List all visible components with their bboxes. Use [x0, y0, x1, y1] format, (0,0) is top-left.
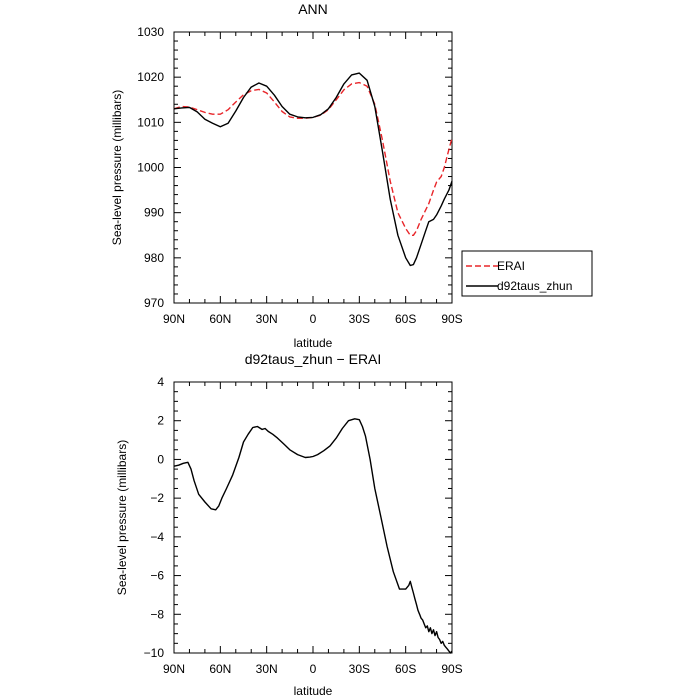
bottom-x-tick-label: 30S	[349, 662, 370, 676]
bottom-plot-frame	[173, 381, 453, 654]
bottom-series-line-difference	[173, 418, 453, 654]
bottom-x-tick-label: 90N	[163, 662, 185, 676]
top-y-tick-label: 1010	[137, 115, 164, 129]
top-y-axis-label: Sea-level pressure (millibars)	[110, 90, 124, 245]
top-series-line-d92taus-zhun	[173, 72, 453, 267]
bottom-y-tick-label: −6	[150, 569, 164, 583]
top-x-tick-label: 90S	[441, 312, 462, 326]
legend-label-d92taus-zhun: d92taus_zhun	[497, 279, 572, 293]
bottom-y-tick-label: 4	[157, 375, 164, 389]
top-x-tick-label: 0	[310, 312, 317, 326]
bottom-y-tick-label: −10	[144, 646, 165, 660]
bottom-axis-ticks: 90N 60N 30N 0 30S 60S 90S −10 −8 −6 −4 −2 0 2 4	[144, 375, 463, 676]
top-x-tick-label: 60N	[209, 312, 231, 326]
top-chart-title: ANN	[298, 1, 328, 17]
bottom-y-tick-label: −8	[150, 607, 164, 621]
top-y-tick-label: 1030	[137, 25, 164, 39]
bottom-panel-chart: d92taus_zhun − ERAI Sea-level pressure (…	[115, 351, 463, 698]
top-axis-ticks: 90N 60N 30N 0 30S 60S 90S 970 980 990 1000 1010 1020…	[137, 25, 462, 326]
legend-box	[461, 250, 593, 297]
top-panel-chart: ANN Sea-level pressure (millibars) latit…	[110, 1, 593, 350]
top-series-lines	[173, 72, 453, 267]
top-x-tick-label: 90N	[163, 312, 185, 326]
top-x-tick-label: 60S	[395, 312, 416, 326]
legend: ERAI d92taus_zhun	[461, 250, 593, 297]
bottom-x-tick-label: 30N	[256, 662, 278, 676]
legend-label-erai: ERAI	[497, 259, 525, 273]
top-x-axis-label: latitude	[294, 336, 333, 350]
bottom-x-axis-label: latitude	[294, 684, 333, 698]
bottom-chart-title: d92taus_zhun − ERAI	[245, 351, 382, 367]
bottom-x-tick-label: 0	[310, 662, 317, 676]
bottom-x-tick-label: 60S	[395, 662, 416, 676]
bottom-x-tick-label: 60N	[209, 662, 231, 676]
top-series-line-erai	[173, 81, 453, 237]
top-y-tick-label: 1000	[137, 161, 164, 175]
top-y-tick-label: 990	[144, 206, 164, 220]
top-x-tick-label: 30N	[256, 312, 278, 326]
top-y-tick-label: 1020	[137, 70, 164, 84]
bottom-y-tick-label: −2	[150, 491, 164, 505]
top-plot-frame	[173, 31, 453, 304]
top-x-tick-label: 30S	[349, 312, 370, 326]
top-y-tick-label: 970	[144, 296, 164, 310]
bottom-y-tick-label: −4	[150, 530, 164, 544]
top-y-tick-label: 980	[144, 251, 164, 265]
bottom-x-tick-label: 90S	[441, 662, 462, 676]
bottom-y-tick-label: 2	[157, 414, 164, 428]
bottom-series-lines	[173, 418, 453, 654]
bottom-y-tick-label: 0	[157, 452, 164, 466]
bottom-y-axis-label: Sea-level pressure (millibars)	[115, 440, 129, 595]
